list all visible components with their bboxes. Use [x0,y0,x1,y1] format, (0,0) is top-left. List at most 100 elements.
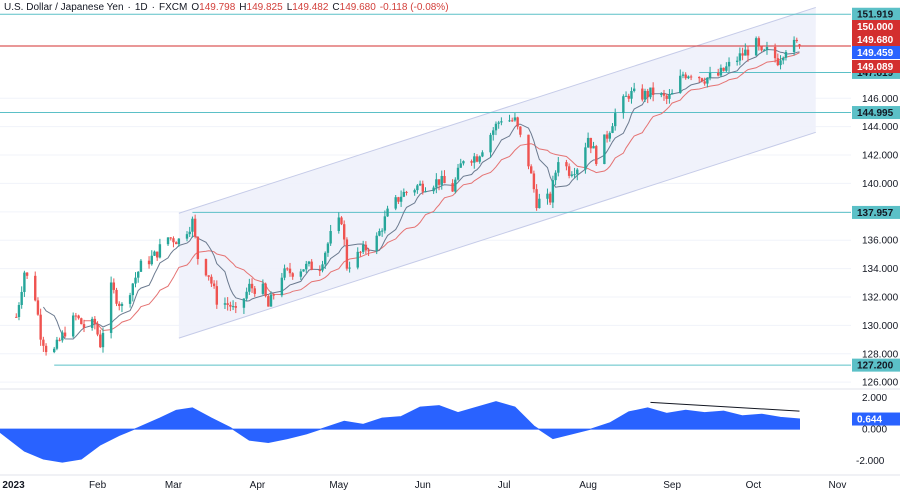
channel-fill [178,7,816,339]
candle-body [519,126,522,135]
candle-body [128,295,132,304]
price-axis-badge: 150.000 [857,22,894,33]
candle [17,302,21,321]
candle-body [665,95,668,99]
candle [302,269,305,272]
candle [174,241,178,245]
candle [196,236,200,265]
candle [576,168,579,181]
candle-body [44,345,48,353]
close-value: 149.680 [339,2,376,13]
candle [118,301,121,311]
candle-body [632,88,636,91]
candle-body [80,318,83,325]
candle-body [386,208,389,217]
candle [359,250,362,257]
candle [226,297,229,311]
candle-body [53,348,56,353]
candle [248,278,251,295]
candle [288,262,292,277]
candle [595,144,598,166]
candle [776,53,780,67]
candle-body [684,74,687,79]
candle-body [188,231,191,235]
candle-body [478,156,481,162]
candle-body [378,230,381,236]
candle [399,190,403,207]
candle [632,82,636,93]
candle [172,236,175,248]
candle-body [738,53,742,61]
candle [573,167,576,179]
candle-body [402,191,406,197]
candle [245,287,248,302]
candle-body [584,147,587,170]
candle [662,89,666,101]
candle [25,272,29,280]
candle [513,112,517,122]
candle-body [437,179,441,185]
symbol-name[interactable]: U.S. Dollar / Japanese Yen [4,2,124,13]
candle-body [307,261,311,264]
candle-body [174,242,178,245]
candle [356,247,359,270]
candle [735,56,739,66]
candle [177,238,181,247]
candle [746,45,750,62]
candle [432,185,435,194]
candle [546,188,549,205]
candle [779,55,782,70]
candle [454,177,457,194]
candle [34,271,37,302]
candle-body [158,244,162,258]
candle [231,300,235,311]
candle [158,238,162,259]
candle [567,163,571,179]
exchange-label: FXCM [159,2,188,13]
candle-body [93,318,97,325]
candle-body [375,235,378,251]
candle-body [489,134,492,153]
candle-body [763,49,766,51]
candle [82,319,86,333]
candle [725,62,728,73]
candle-body [15,316,18,318]
price-tick-label: 128.000 [862,349,899,360]
candle-body [557,162,560,173]
candle-body [773,47,777,59]
time-tick-label: Feb [89,480,107,491]
candle [443,170,446,184]
candle-body [548,193,552,203]
candle [651,82,655,102]
candle [584,142,587,174]
candle-body [380,230,384,232]
price-tick-label: 134.000 [862,264,899,275]
time-tick-label: Oct [746,480,762,491]
candle-body [511,120,514,122]
candle-body [90,318,94,328]
candle [137,271,140,283]
candle [529,164,533,174]
candle-body [269,294,273,307]
candle-body [267,296,270,307]
time-tick-label: Aug [579,480,597,491]
candle [744,43,747,56]
candle [475,154,479,163]
candle-body [324,252,327,265]
candle [698,76,701,83]
candle [643,88,647,103]
candle [112,278,116,294]
candle [166,237,170,247]
candle [286,267,289,271]
candle [280,272,284,298]
slow-moving-average [83,52,800,332]
candle-body [139,260,143,272]
candle [527,134,530,170]
candle-body [679,75,682,94]
level-price-badge-bg [852,7,900,21]
candle [212,280,216,289]
interval-label[interactable]: 1D [134,2,148,13]
candle-body [554,172,557,181]
